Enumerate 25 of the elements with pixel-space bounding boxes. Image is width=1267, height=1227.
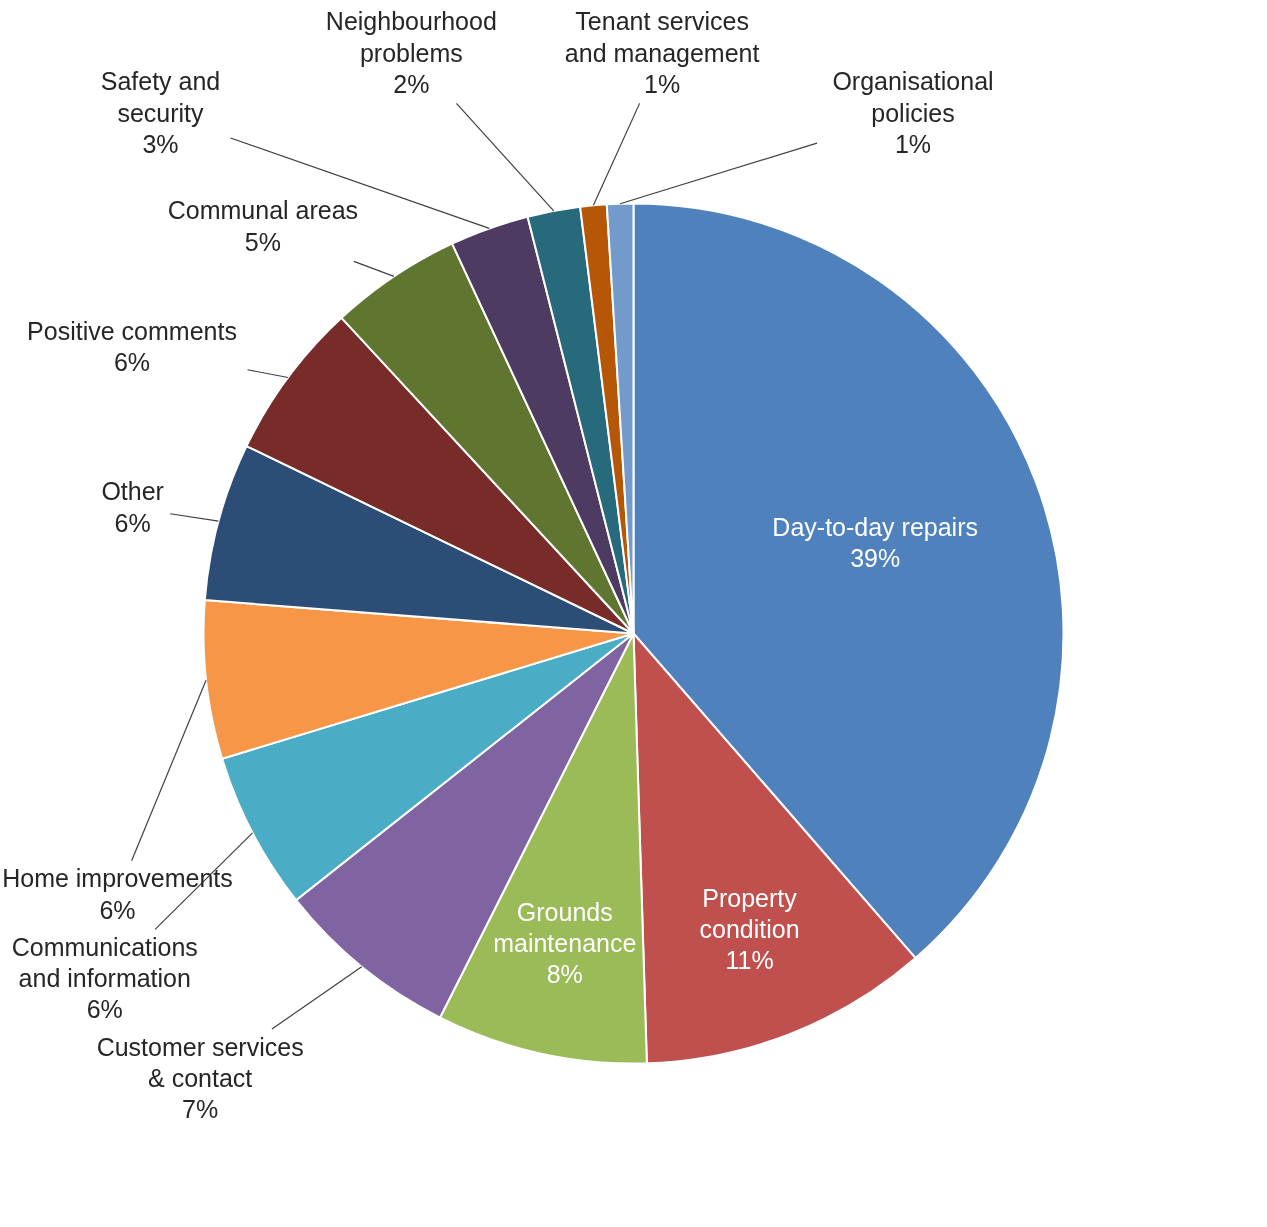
slice-label: Communal areas (167, 196, 359, 225)
slice-label: Positive comments (27, 316, 237, 345)
slice-label: Communications and information (11, 932, 198, 993)
data-label: 7% (182, 1095, 219, 1124)
slice-label: Day-to-day repairs (772, 512, 978, 541)
data-label: 11% (725, 946, 774, 975)
data-label: 39% (850, 543, 901, 572)
data-label: 5% (244, 227, 281, 256)
data-label: 8% (546, 960, 583, 989)
slice-label: Tenant services and management (564, 7, 760, 67)
slice-label: Neighbourhood problems (325, 7, 497, 67)
slice-label: Grounds maintenance (493, 897, 637, 958)
slice-label: Organisational policies (832, 67, 994, 127)
data-label: 1% (894, 129, 932, 158)
slice-label: Customer services & contact (96, 1032, 304, 1092)
data-label: 1% (644, 69, 681, 98)
slice-label: Safety and security (100, 67, 221, 127)
slice-label: Property condition (699, 883, 800, 943)
slice-label: Other (101, 477, 164, 506)
data-label: 6% (86, 995, 123, 1024)
data-label: 2% (393, 69, 430, 98)
data-label: 6% (113, 348, 151, 377)
data-label: 3% (142, 129, 179, 158)
data-label: 6% (99, 895, 136, 924)
data-label: 6% (114, 508, 151, 537)
